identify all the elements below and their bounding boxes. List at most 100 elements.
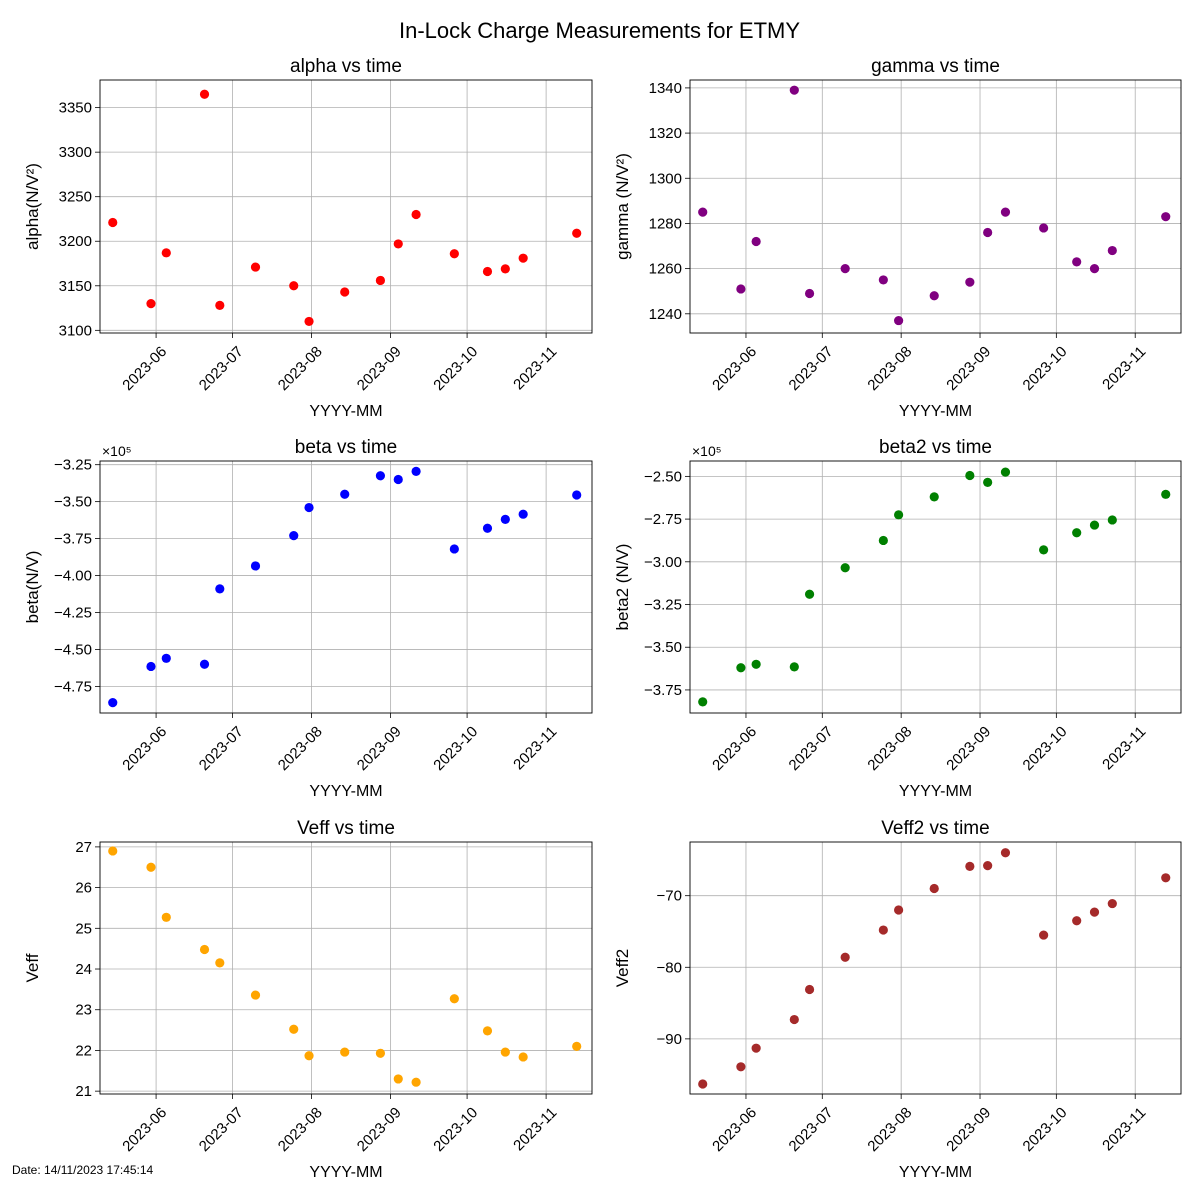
data-point (894, 315, 904, 326)
data-point (375, 471, 386, 481)
data-point (108, 846, 118, 856)
data-point (340, 1047, 350, 1057)
y-tick-label: 22 (75, 1042, 92, 1059)
y-axis-label: beta2 (N/V) (613, 544, 632, 631)
y-tick-label: −4.50 (54, 641, 92, 658)
data-point (199, 659, 210, 669)
data-point (393, 474, 403, 485)
x-tick-label: 2023-06 (709, 1104, 760, 1155)
data-point (340, 489, 350, 499)
data-point (500, 264, 510, 274)
data-point (983, 227, 993, 238)
x-tick-label: 2023-09 (943, 723, 994, 774)
x-axis-label: YYYY-MM (309, 1164, 382, 1181)
data-point (736, 663, 746, 673)
y-tick-label: 27 (75, 839, 92, 856)
x-axis-label: YYYY-MM (899, 783, 972, 800)
data-point (304, 316, 314, 327)
y-tick-label: −90 (657, 1031, 682, 1048)
data-point (929, 883, 939, 894)
x-tick-label: 2023-06 (119, 723, 170, 774)
y-axis-label: Veff2 (613, 949, 632, 987)
x-tick-label: 2023-06 (119, 1104, 170, 1155)
data-point (161, 248, 171, 258)
x-tick-label: 2023-10 (1020, 723, 1071, 774)
data-point (983, 861, 993, 871)
y-tick-label: 1280 (649, 215, 682, 232)
x-axis-label: YYYY-MM (309, 783, 382, 800)
data-point (804, 288, 815, 299)
x-tick-label: 2023-08 (864, 343, 915, 394)
data-point (789, 85, 799, 95)
y-tick-label: −80 (657, 959, 682, 976)
data-point (1161, 489, 1171, 499)
data-point (894, 905, 904, 915)
data-point (449, 249, 459, 259)
subplot-title: gamma vs time (871, 56, 1000, 77)
data-point (482, 266, 493, 277)
x-tick-label: 2023-11 (510, 1104, 560, 1154)
y-tick-label: −2.75 (644, 511, 682, 528)
data-point (878, 535, 888, 546)
data-point (518, 1052, 528, 1062)
subplot-gamma: 2023-06 2023-07 2023-08 2023-09 2023-10 2023-… (613, 56, 1182, 420)
data-point (840, 952, 850, 962)
data-point (878, 275, 888, 285)
y-tick-label: −3.75 (644, 682, 682, 699)
data-point (965, 861, 975, 871)
data-point (751, 236, 761, 247)
data-point (789, 1014, 799, 1025)
y-tick-label: −3.75 (54, 531, 92, 548)
y-tick-label: 3300 (59, 144, 92, 161)
plot-frame (99, 460, 593, 714)
data-point (411, 1077, 421, 1087)
data-point (1072, 528, 1082, 538)
data-point (840, 264, 850, 274)
data-point (1000, 467, 1011, 477)
subplot-beta: 2023-06 2023-07 2023-08 2023-09 2023-10 2023-… (23, 437, 593, 800)
x-tick-label: 2023-11 (1099, 1104, 1149, 1154)
data-point (1107, 515, 1117, 525)
data-point (482, 523, 493, 533)
data-point (146, 862, 156, 872)
x-tick-label: 2023-07 (196, 1104, 247, 1155)
data-point (304, 1051, 314, 1061)
x-tick-label: 2023-06 (709, 723, 760, 774)
data-point (1039, 223, 1049, 233)
subplot-alpha: 2023-06 2023-07 2023-08 2023-09 2023-10 2023-… (23, 56, 593, 420)
y-tick-label: 23 (75, 1002, 92, 1019)
data-point (500, 1047, 510, 1057)
data-point (250, 990, 261, 1000)
data-point (215, 958, 225, 968)
data-point (161, 912, 171, 922)
data-point (1000, 848, 1011, 858)
data-point (1039, 930, 1049, 940)
y-tick-label: 3150 (59, 278, 92, 295)
subplot-title: alpha vs time (290, 56, 402, 77)
data-point (736, 1062, 746, 1072)
subplot-veff: 2023-06 2023-07 2023-08 2023-09 2023-10 2023-… (23, 818, 593, 1181)
subplot-title: beta vs time (295, 437, 397, 458)
y-axis-label: gamma (N/V²) (613, 153, 632, 260)
data-point (1000, 207, 1011, 217)
data-point (215, 584, 225, 594)
x-axis-label: YYYY-MM (899, 403, 972, 420)
data-point (1089, 907, 1100, 917)
y-tick-label: −2.50 (644, 468, 682, 485)
y-tick-label: −3.50 (644, 639, 682, 656)
x-axis-label: YYYY-MM (899, 1164, 972, 1181)
data-point (789, 662, 799, 672)
data-point (199, 89, 210, 99)
figure-title: In-Lock Charge Measurements for ETMY (398, 18, 801, 43)
x-tick-label: 2023-11 (510, 723, 560, 773)
data-point (289, 531, 299, 541)
y-axis-label: Veff (23, 953, 42, 982)
data-point (393, 239, 403, 249)
data-point (449, 544, 459, 554)
data-point (250, 561, 261, 571)
y-offset-label: ×10⁵ (692, 443, 722, 459)
data-point (804, 984, 815, 995)
x-tick-label: 2023-08 (275, 1104, 326, 1155)
data-point (1161, 212, 1171, 222)
y-tick-label: −3.25 (54, 457, 92, 474)
